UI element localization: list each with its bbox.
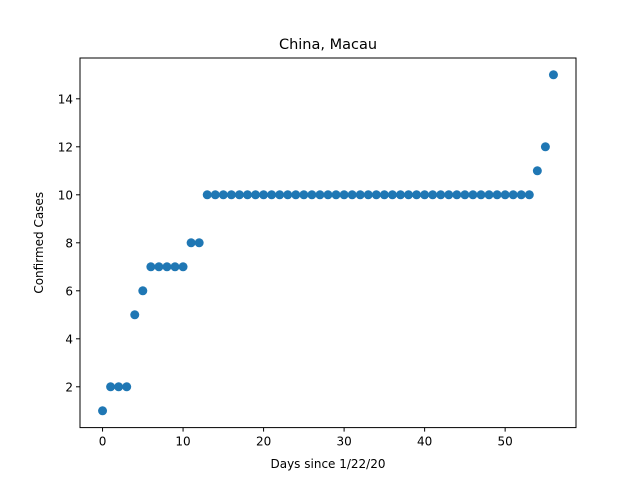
data-point [259,190,269,200]
chart-title: China, Macau [279,37,377,53]
data-point [226,190,236,200]
data-point [315,190,325,200]
data-point [267,190,277,200]
data-point [492,190,502,200]
data-point [122,382,132,392]
x-tick-label: 50 [498,435,513,449]
x-axis-ticks: 0 10 20 30 40 50 [99,427,513,449]
data-point [162,262,172,272]
x-tick-label: 10 [175,435,190,449]
data-point [468,190,478,200]
data-point [363,190,373,200]
data-point [194,238,204,248]
x-tick-label: 20 [256,435,271,449]
data-point [275,190,285,200]
data-point [170,262,180,272]
y-tick-label: 12 [58,140,73,154]
data-point [130,310,140,320]
data-point [178,262,188,272]
y-axis-ticks: 2 4 6 8 10 12 14 [58,92,80,394]
data-point [500,190,510,200]
data-point [444,190,454,200]
data-point [242,190,252,200]
data-point [323,190,333,200]
data-point [234,190,244,200]
y-tick-label: 10 [58,188,73,202]
data-point [146,262,156,272]
data-point [339,190,349,200]
data-point [186,238,196,248]
y-tick-label: 8 [65,236,73,250]
data-point [210,190,220,200]
data-point [114,382,124,392]
data-point [436,190,446,200]
data-point [106,382,116,392]
plot-frame [79,57,577,429]
data-point [291,190,301,200]
x-tick-label: 0 [99,435,107,449]
data-point [98,406,108,416]
data-point [548,70,558,80]
y-tick-label: 4 [65,332,73,346]
data-point [251,190,261,200]
data-point [404,190,414,200]
data-point [218,190,228,200]
data-point [379,190,389,200]
data-point [540,142,550,152]
data-point [524,190,534,200]
x-axis-label: Days since 1/22/20 [270,457,385,471]
data-points [98,70,558,416]
data-point [283,190,293,200]
data-point [138,286,148,296]
data-point [331,190,341,200]
x-tick-label: 30 [336,435,351,449]
data-point [412,190,422,200]
data-point [428,190,438,200]
data-point [476,190,486,200]
data-point [460,190,470,200]
data-point [395,190,405,200]
data-point [532,166,542,176]
data-point [387,190,397,200]
data-point [202,190,212,200]
y-axis-label: Confirmed Cases [32,192,46,294]
data-point [452,190,462,200]
data-point [508,190,518,200]
data-point [299,190,309,200]
data-point [307,190,317,200]
data-point [347,190,357,200]
data-point [371,190,381,200]
x-tick-label: 40 [417,435,432,449]
y-tick-label: 14 [58,92,73,106]
data-point [420,190,430,200]
data-point [484,190,494,200]
data-point [154,262,164,272]
data-point [516,190,526,200]
y-tick-label: 2 [65,380,73,394]
y-tick-label: 6 [65,284,73,298]
data-point [355,190,365,200]
